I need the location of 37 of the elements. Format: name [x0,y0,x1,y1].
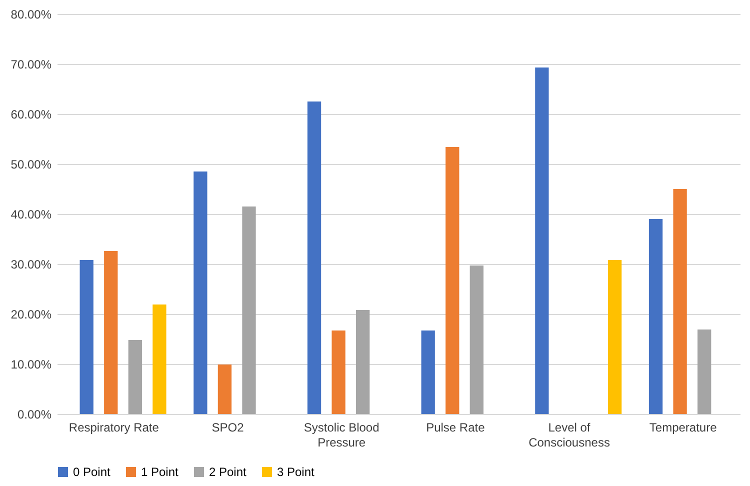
y-tick-label: 50.00% [10,158,52,172]
bar [446,147,460,414]
x-tick-label: Systolic Blood Pressure [304,420,380,450]
bar [356,310,370,414]
bar [332,330,346,414]
bar [470,266,484,414]
y-tick-label: 30.00% [10,258,52,272]
bar [608,260,622,414]
legend-label: 3 Point [277,465,316,479]
bar [152,304,166,414]
bar [421,330,435,414]
bar [698,330,712,414]
bar [307,102,322,414]
bar [535,68,549,414]
y-tick-label: 70.00% [10,58,52,72]
y-tick-label: 80.00% [10,8,52,22]
bar [194,172,208,414]
bar [673,189,687,414]
y-tick-label: 60.00% [10,108,52,122]
y-tick-label: 10.00% [10,358,52,372]
bar [648,219,663,414]
x-tick-label: Respiratory Rate [68,420,160,434]
y-tick-label: 20.00% [10,308,52,322]
legend-label: 2 Point [209,465,248,479]
bar [128,340,142,414]
legend-label: 0 Point [73,465,112,479]
x-tick-label: Pulse Rate [426,420,486,434]
y-tick-label: 0.00% [17,408,52,422]
y-tick-label: 40.00% [10,208,52,222]
x-tick-label: SPO2 [212,420,244,434]
x-tick-label: Level of Consciousness [528,420,610,450]
bar [218,364,232,414]
bar [242,206,256,414]
bar [104,251,118,414]
bar [80,260,94,414]
legend-label: 1 Point [141,465,180,479]
x-tick-label: Temperature [649,420,718,434]
